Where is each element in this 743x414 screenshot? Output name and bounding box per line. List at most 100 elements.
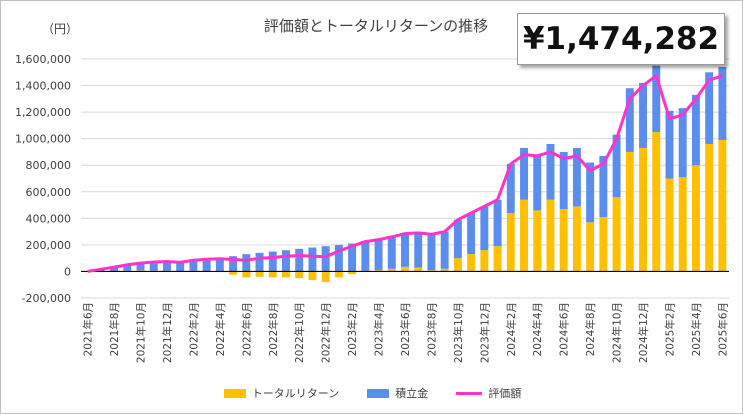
bar-contributions (123, 264, 132, 271)
bar-contributions (625, 88, 634, 152)
bar-contributions (401, 233, 409, 267)
bar-contributions (612, 134, 621, 198)
bar-total-return (572, 206, 581, 272)
bar-total-return (480, 250, 489, 272)
bar-contributions (162, 261, 171, 271)
bar-contributions (110, 267, 119, 272)
bar-contributions (229, 256, 238, 272)
bar-contributions (506, 163, 515, 214)
bar-contributions (215, 258, 224, 272)
bar-total-return (520, 199, 528, 272)
x-tick-label: 2022年4月 (214, 302, 227, 356)
bar-contributions (572, 147, 581, 207)
bar-total-return (308, 271, 317, 281)
x-tick-label: 2025年2月 (663, 302, 676, 356)
x-tick-label: 2024年6月 (558, 302, 571, 356)
bar-contributions (202, 259, 211, 272)
x-tick-label: 2024年2月 (505, 302, 518, 356)
bar-contributions (295, 248, 304, 272)
bar-contributions (493, 199, 502, 247)
x-tick-label: 2023年4月 (373, 302, 386, 356)
y-tick-label: -200,000 (22, 292, 71, 305)
bar-contributions (255, 252, 264, 272)
bar-contributions (176, 262, 185, 272)
bar-contributions (691, 94, 700, 166)
bar-contributions (321, 246, 330, 272)
bar-contributions (374, 239, 383, 271)
x-tick-label: 2024年4月 (531, 302, 544, 356)
x-tick-label: 2022年10月 (293, 302, 306, 363)
bar-contributions (189, 260, 198, 271)
bar-total-return (467, 254, 476, 272)
y-tick-label: 0 (64, 265, 71, 278)
bar-total-return (229, 271, 238, 275)
y-tick-label: 400,000 (26, 212, 72, 225)
bar-total-return (321, 271, 330, 283)
x-tick-label: 2021年8月 (108, 302, 121, 356)
legend: トータルリターン 積立金 評価額 (1, 385, 743, 401)
bar-total-return (401, 266, 409, 272)
x-tick-label: 2025年6月 (716, 302, 729, 356)
bar-total-return (665, 178, 674, 272)
bar-contributions (586, 162, 595, 223)
x-tick-label: 2024年12月 (637, 302, 650, 363)
bar-contributions (427, 234, 436, 271)
bar-total-return (255, 271, 264, 277)
x-tick-label: 2025年4月 (690, 302, 703, 356)
bar-total-return (453, 258, 462, 272)
x-tick-label: 2024年10月 (611, 302, 624, 363)
bar-total-return (348, 271, 357, 275)
bar-contributions (665, 110, 674, 179)
bar-contributions (149, 262, 158, 271)
x-tick-label: 2022年8月 (267, 302, 280, 356)
bar-total-return (440, 268, 449, 272)
y-axis-unit-label: （円） (42, 22, 79, 36)
bar-contributions (599, 155, 608, 218)
y-tick-label: 1,000,000 (15, 133, 71, 146)
y-tick-label: 200,000 (26, 239, 72, 252)
y-tick-label: 1,600,000 (15, 53, 71, 66)
bar-total-return (387, 268, 396, 272)
bar-contributions (308, 247, 317, 272)
current-value-callout: ¥1,474,282 (517, 13, 725, 65)
bar-contributions (414, 232, 423, 268)
bar-contributions (361, 241, 370, 271)
bar-total-return (533, 210, 542, 272)
bar-total-return (242, 271, 251, 278)
x-tick-label: 2021年10月 (135, 302, 148, 363)
x-tick-label: 2022年12月 (320, 302, 333, 363)
legend-label-total-return: トータルリターン (251, 387, 340, 400)
bar-total-return (506, 213, 515, 272)
bar-contributions (533, 155, 542, 211)
line-valuation (87, 74, 723, 273)
bar-contributions (718, 66, 727, 140)
bar-total-return (586, 222, 595, 272)
bar-total-return (559, 209, 568, 272)
chart-title: 評価額とトータルリターンの推移 (263, 17, 489, 35)
x-tick-label: 2022年2月 (187, 302, 200, 356)
legend-swatch-total-return (223, 388, 246, 398)
x-tick-label: 2023年6月 (399, 302, 412, 356)
y-tick-label: 1,400,000 (15, 80, 71, 93)
bar-total-return (493, 246, 502, 272)
bar-total-return (678, 177, 687, 272)
bar-contributions (242, 254, 251, 272)
x-tick-label: 2022年6月 (240, 302, 253, 356)
legend-item-contributions: 積立金 (367, 385, 428, 401)
x-tick-label: 2024年8月 (584, 302, 597, 356)
legend-item-total-return: トータルリターン (223, 385, 340, 401)
bar-contributions (136, 263, 145, 271)
bar-total-return (268, 271, 277, 278)
legend-swatch-contributions (367, 388, 390, 398)
x-tick-label: 2023年12月 (478, 302, 491, 363)
bar-contributions (652, 65, 661, 133)
bar-contributions (387, 236, 396, 269)
bar-contributions (559, 151, 568, 210)
bar-total-return (427, 270, 436, 272)
bar-contributions (639, 82, 648, 148)
bar-contributions (453, 219, 462, 259)
legend-swatch-valuation (456, 391, 483, 395)
bar-contributions (334, 244, 343, 272)
